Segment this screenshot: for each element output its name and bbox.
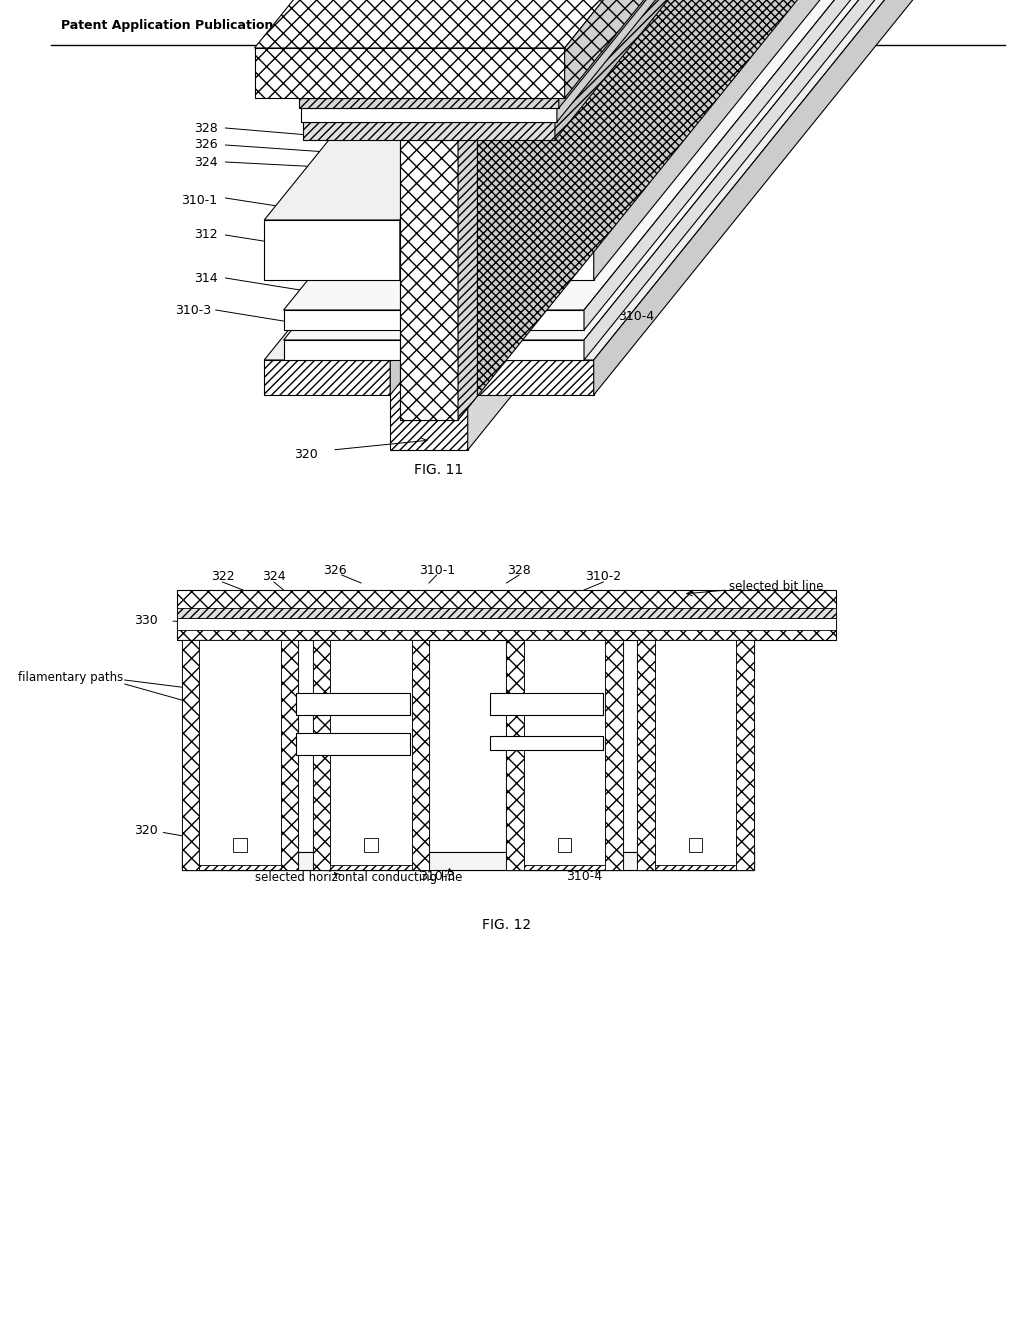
Text: 314: 314 [195, 272, 218, 285]
Polygon shape [303, 0, 1024, 121]
Bar [182, 851, 754, 870]
Bar [637, 640, 654, 870]
Text: Patent Application Publication: Patent Application Publication [60, 18, 273, 32]
Text: 320: 320 [134, 824, 158, 837]
Text: selected bit line: selected bit line [729, 581, 824, 594]
Bar [233, 838, 247, 851]
Polygon shape [255, 0, 1024, 48]
Polygon shape [559, 0, 1024, 108]
Text: FIG. 12: FIG. 12 [482, 917, 531, 932]
Bar [281, 640, 298, 870]
Text: 322: 322 [211, 570, 234, 583]
Text: 328: 328 [194, 121, 218, 135]
Polygon shape [264, 220, 400, 280]
Bar [490, 693, 603, 715]
Polygon shape [264, 360, 390, 395]
Polygon shape [303, 121, 555, 140]
Polygon shape [458, 116, 477, 420]
Polygon shape [301, 108, 557, 121]
Polygon shape [390, 0, 855, 370]
Bar [312, 640, 330, 870]
Text: FIG. 11: FIG. 11 [414, 463, 463, 477]
Bar [364, 838, 378, 851]
Bar [605, 640, 623, 870]
Polygon shape [468, 0, 855, 450]
Bar [507, 640, 623, 870]
Polygon shape [458, 0, 846, 420]
Polygon shape [555, 0, 1024, 140]
Text: filamentary paths: filamentary paths [18, 671, 124, 684]
Polygon shape [594, 0, 1024, 280]
Text: 330: 330 [667, 114, 690, 127]
Text: 320: 320 [294, 449, 317, 462]
Polygon shape [390, 0, 1024, 395]
Text: 310-2: 310-2 [617, 158, 654, 172]
Polygon shape [299, 98, 559, 108]
Text: 324: 324 [262, 570, 286, 583]
Bar [490, 737, 603, 750]
Polygon shape [264, 0, 1024, 360]
Bar [524, 640, 605, 865]
Polygon shape [284, 0, 1024, 310]
Text: 324: 324 [195, 156, 218, 169]
Polygon shape [299, 0, 1024, 98]
Polygon shape [400, 140, 458, 420]
Text: 326: 326 [195, 139, 218, 152]
Polygon shape [264, 0, 924, 220]
Text: 310-2: 310-2 [586, 570, 622, 583]
Text: 330: 330 [134, 614, 158, 627]
Polygon shape [284, 0, 1024, 341]
Text: 310-1: 310-1 [181, 194, 218, 206]
Bar [182, 640, 298, 870]
Text: 310-4: 310-4 [617, 310, 654, 323]
Text: 322: 322 [364, 87, 387, 100]
Bar [182, 640, 200, 870]
Bar [736, 640, 754, 870]
Text: 312: 312 [195, 228, 218, 242]
Bar [330, 640, 412, 865]
Bar [182, 851, 754, 870]
Text: 310-4: 310-4 [566, 870, 602, 883]
Text: selected horizontal conducting line: selected horizontal conducting line [255, 870, 462, 883]
Polygon shape [284, 341, 584, 360]
Text: US 2013/0001494 A1: US 2013/0001494 A1 [690, 18, 823, 32]
Polygon shape [255, 48, 564, 98]
Polygon shape [468, 0, 1024, 360]
Bar [654, 640, 736, 865]
Polygon shape [390, 370, 468, 450]
Bar [312, 640, 429, 870]
Bar [296, 693, 410, 715]
Bar [637, 640, 754, 870]
Polygon shape [400, 0, 846, 140]
Text: 328: 328 [507, 564, 531, 577]
Bar [177, 590, 836, 640]
Polygon shape [458, 220, 594, 280]
Bar [507, 640, 524, 870]
Bar [177, 618, 836, 630]
Polygon shape [584, 0, 1024, 330]
Bar [558, 838, 571, 851]
Polygon shape [400, 0, 924, 280]
Bar [689, 838, 702, 851]
Text: 310-3: 310-3 [175, 304, 211, 317]
Bar [200, 640, 281, 865]
Text: Jan. 3, 2013   Sheet 12 of 13: Jan. 3, 2013 Sheet 12 of 13 [390, 18, 568, 32]
Polygon shape [468, 360, 594, 395]
Polygon shape [400, 140, 458, 420]
Polygon shape [594, 0, 1024, 395]
Text: 310-1: 310-1 [419, 564, 455, 577]
Polygon shape [301, 0, 1024, 108]
Polygon shape [458, 0, 1024, 220]
Polygon shape [557, 0, 1024, 121]
Text: 310-3: 310-3 [419, 870, 455, 883]
Bar [296, 733, 410, 755]
Text: 326: 326 [324, 564, 347, 577]
Bar [412, 640, 429, 870]
Polygon shape [284, 310, 584, 330]
Polygon shape [584, 0, 1024, 360]
Bar [177, 609, 836, 618]
Polygon shape [564, 0, 1024, 98]
